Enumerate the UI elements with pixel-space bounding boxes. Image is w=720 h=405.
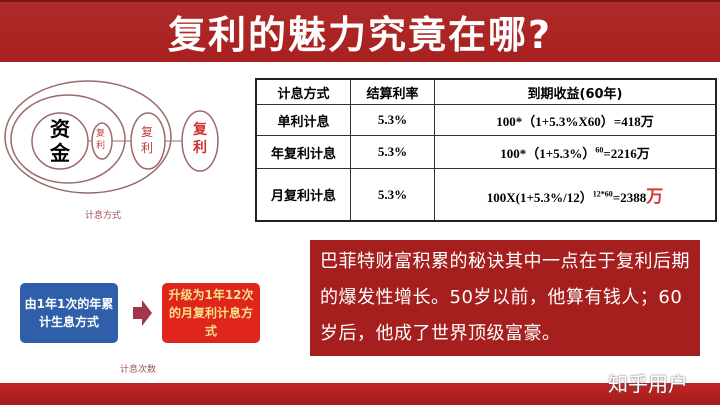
ring-3: [181, 110, 219, 172]
table-header: 计息方式 结算利率 到期收益(60年): [255, 78, 717, 105]
flow-caption: 计息次数: [120, 365, 157, 375]
header-rate: 结算利率: [350, 78, 435, 105]
watermark: 知乎用户: [608, 372, 688, 396]
buffett-quote: 巴菲特财富积累的秘诀其中一点在于复利后期的爆发性增长。50岁以前，他算有钱人；6…: [310, 240, 700, 356]
ring-label-1: 复利: [96, 129, 106, 151]
rate-cell: 5.3%: [350, 168, 435, 222]
header-method: 计息方式: [255, 78, 351, 105]
table-row: 年复利计息 5.3% 100*（1+5.3%）60=2216万: [255, 135, 717, 169]
method-cell: 年复利计息: [255, 135, 351, 169]
table-row: 月复利计息 5.3% 100X(1+5.3%/12）12*60=2388万: [255, 168, 717, 222]
rate-cell: 5.3%: [350, 135, 435, 169]
page-title: 复利的魅力究竟在哪?: [167, 13, 553, 57]
table-row: 单利计息 5.3% 100*（1+5.3%X60）=418万: [255, 104, 717, 136]
method-cell: 月复利计息: [255, 168, 351, 222]
outer-ring: [4, 80, 172, 194]
bottom-strip: [0, 383, 720, 405]
middle-ring: [10, 94, 126, 184]
yearly-method-box: 由1年1次的年累计生息方式: [20, 283, 118, 343]
yield-cell: 100*（1+5.3%）60=2216万: [434, 135, 717, 169]
diagram-caption: 计息方式: [85, 211, 122, 221]
header-yield: 到期收益(60年): [434, 78, 717, 105]
capital-label: 资金: [50, 117, 70, 165]
method-cell: 单利计息: [255, 104, 351, 136]
yield-cell: 100X(1+5.3%/12）12*60=2388万: [434, 168, 717, 222]
ring-label-3: 复利: [193, 122, 207, 156]
ring-label-2: 复利: [141, 125, 154, 155]
rate-cell: 5.3%: [350, 104, 435, 136]
interest-table: 计息方式 结算利率 到期收益(60年) 单利计息 5.3% 100*（1+5.3…: [255, 78, 717, 222]
title-band: [0, 0, 720, 62]
monthly-method-box: 升级为1年12次的月复利计息方式: [162, 283, 260, 343]
yield-cell: 100*（1+5.3%X60）=418万: [434, 104, 717, 136]
compound-diagram: [4, 80, 219, 194]
arrow-right-icon: [133, 300, 152, 326]
